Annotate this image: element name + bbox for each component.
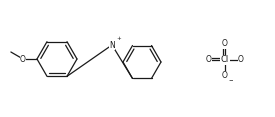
- Text: N: N: [109, 40, 115, 49]
- Text: O: O: [20, 55, 26, 64]
- Text: O: O: [238, 55, 244, 64]
- Text: +: +: [116, 36, 121, 41]
- Text: Cl: Cl: [221, 55, 229, 64]
- Text: O: O: [222, 71, 228, 80]
- Text: O: O: [206, 55, 212, 64]
- Text: −: −: [229, 77, 233, 82]
- Text: O: O: [222, 40, 228, 49]
